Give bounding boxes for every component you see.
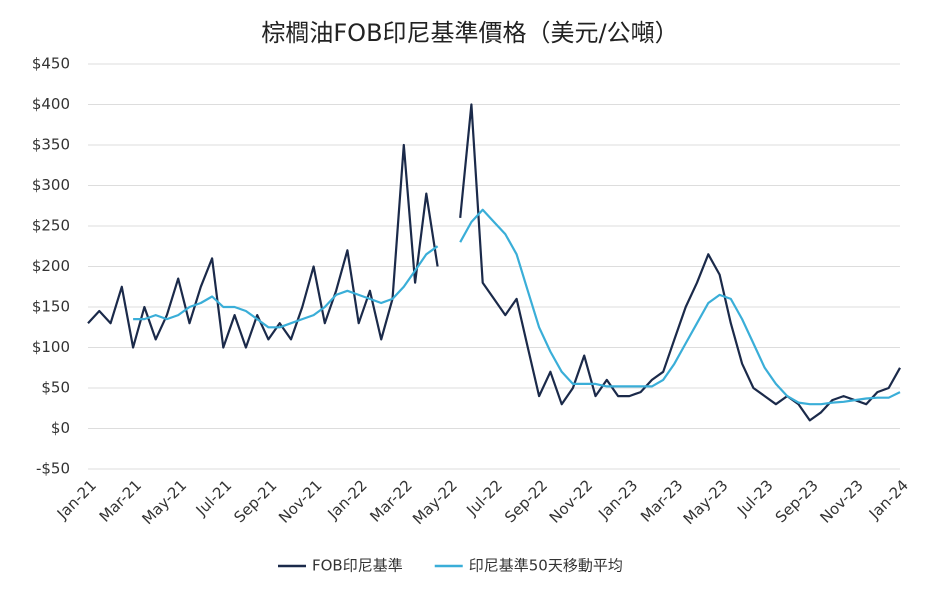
x-tick-label: May-22 xyxy=(409,476,461,528)
x-tick-label: Jul-21 xyxy=(192,476,236,520)
x-tick-label: Nov-21 xyxy=(275,476,325,526)
x-tick-label: Sep-22 xyxy=(501,476,551,526)
y-tick-label: $450 xyxy=(32,55,70,73)
y-tick-label: -$50 xyxy=(36,460,70,478)
x-tick-label: Sep-21 xyxy=(230,476,280,526)
x-tick-label: Jul-23 xyxy=(733,476,777,520)
y-tick-label: $50 xyxy=(41,379,70,397)
legend-label: 印尼基準50天移動平均 xyxy=(469,557,623,575)
x-tick-label: Mar-21 xyxy=(96,476,145,525)
y-tick-label: $300 xyxy=(32,176,70,194)
x-tick-label: Jul-22 xyxy=(462,476,506,520)
y-tick-label: $250 xyxy=(32,217,70,235)
y-tick-label: $200 xyxy=(32,257,70,275)
y-tick-label: $350 xyxy=(32,136,70,154)
series-line xyxy=(87,103,901,422)
x-tick-label: May-21 xyxy=(138,476,190,528)
y-tick-label: $0 xyxy=(51,419,70,437)
chart-title: 棕櫚油FOB印尼基準價格（美元/公噸） xyxy=(261,19,678,47)
x-tick-label: Nov-22 xyxy=(546,476,596,526)
x-tick-label: Mar-23 xyxy=(637,476,686,525)
x-tick-label: Nov-23 xyxy=(816,476,866,526)
x-tick-label: Jan-24 xyxy=(865,476,912,523)
x-tick-label: Mar-22 xyxy=(366,476,415,525)
x-tick-label: May-23 xyxy=(680,476,732,528)
y-tick-label: $400 xyxy=(32,95,70,113)
y-tick-label: $150 xyxy=(32,298,70,316)
x-tick-label: Sep-23 xyxy=(772,476,822,526)
x-tick-label: Jan-21 xyxy=(53,476,100,523)
series-line xyxy=(133,208,901,406)
y-tick-label: $100 xyxy=(32,338,70,356)
x-tick-label: Jan-23 xyxy=(594,476,641,523)
x-tick-label: Jan-22 xyxy=(324,476,371,523)
legend-label: FOB印尼基準 xyxy=(312,557,403,575)
